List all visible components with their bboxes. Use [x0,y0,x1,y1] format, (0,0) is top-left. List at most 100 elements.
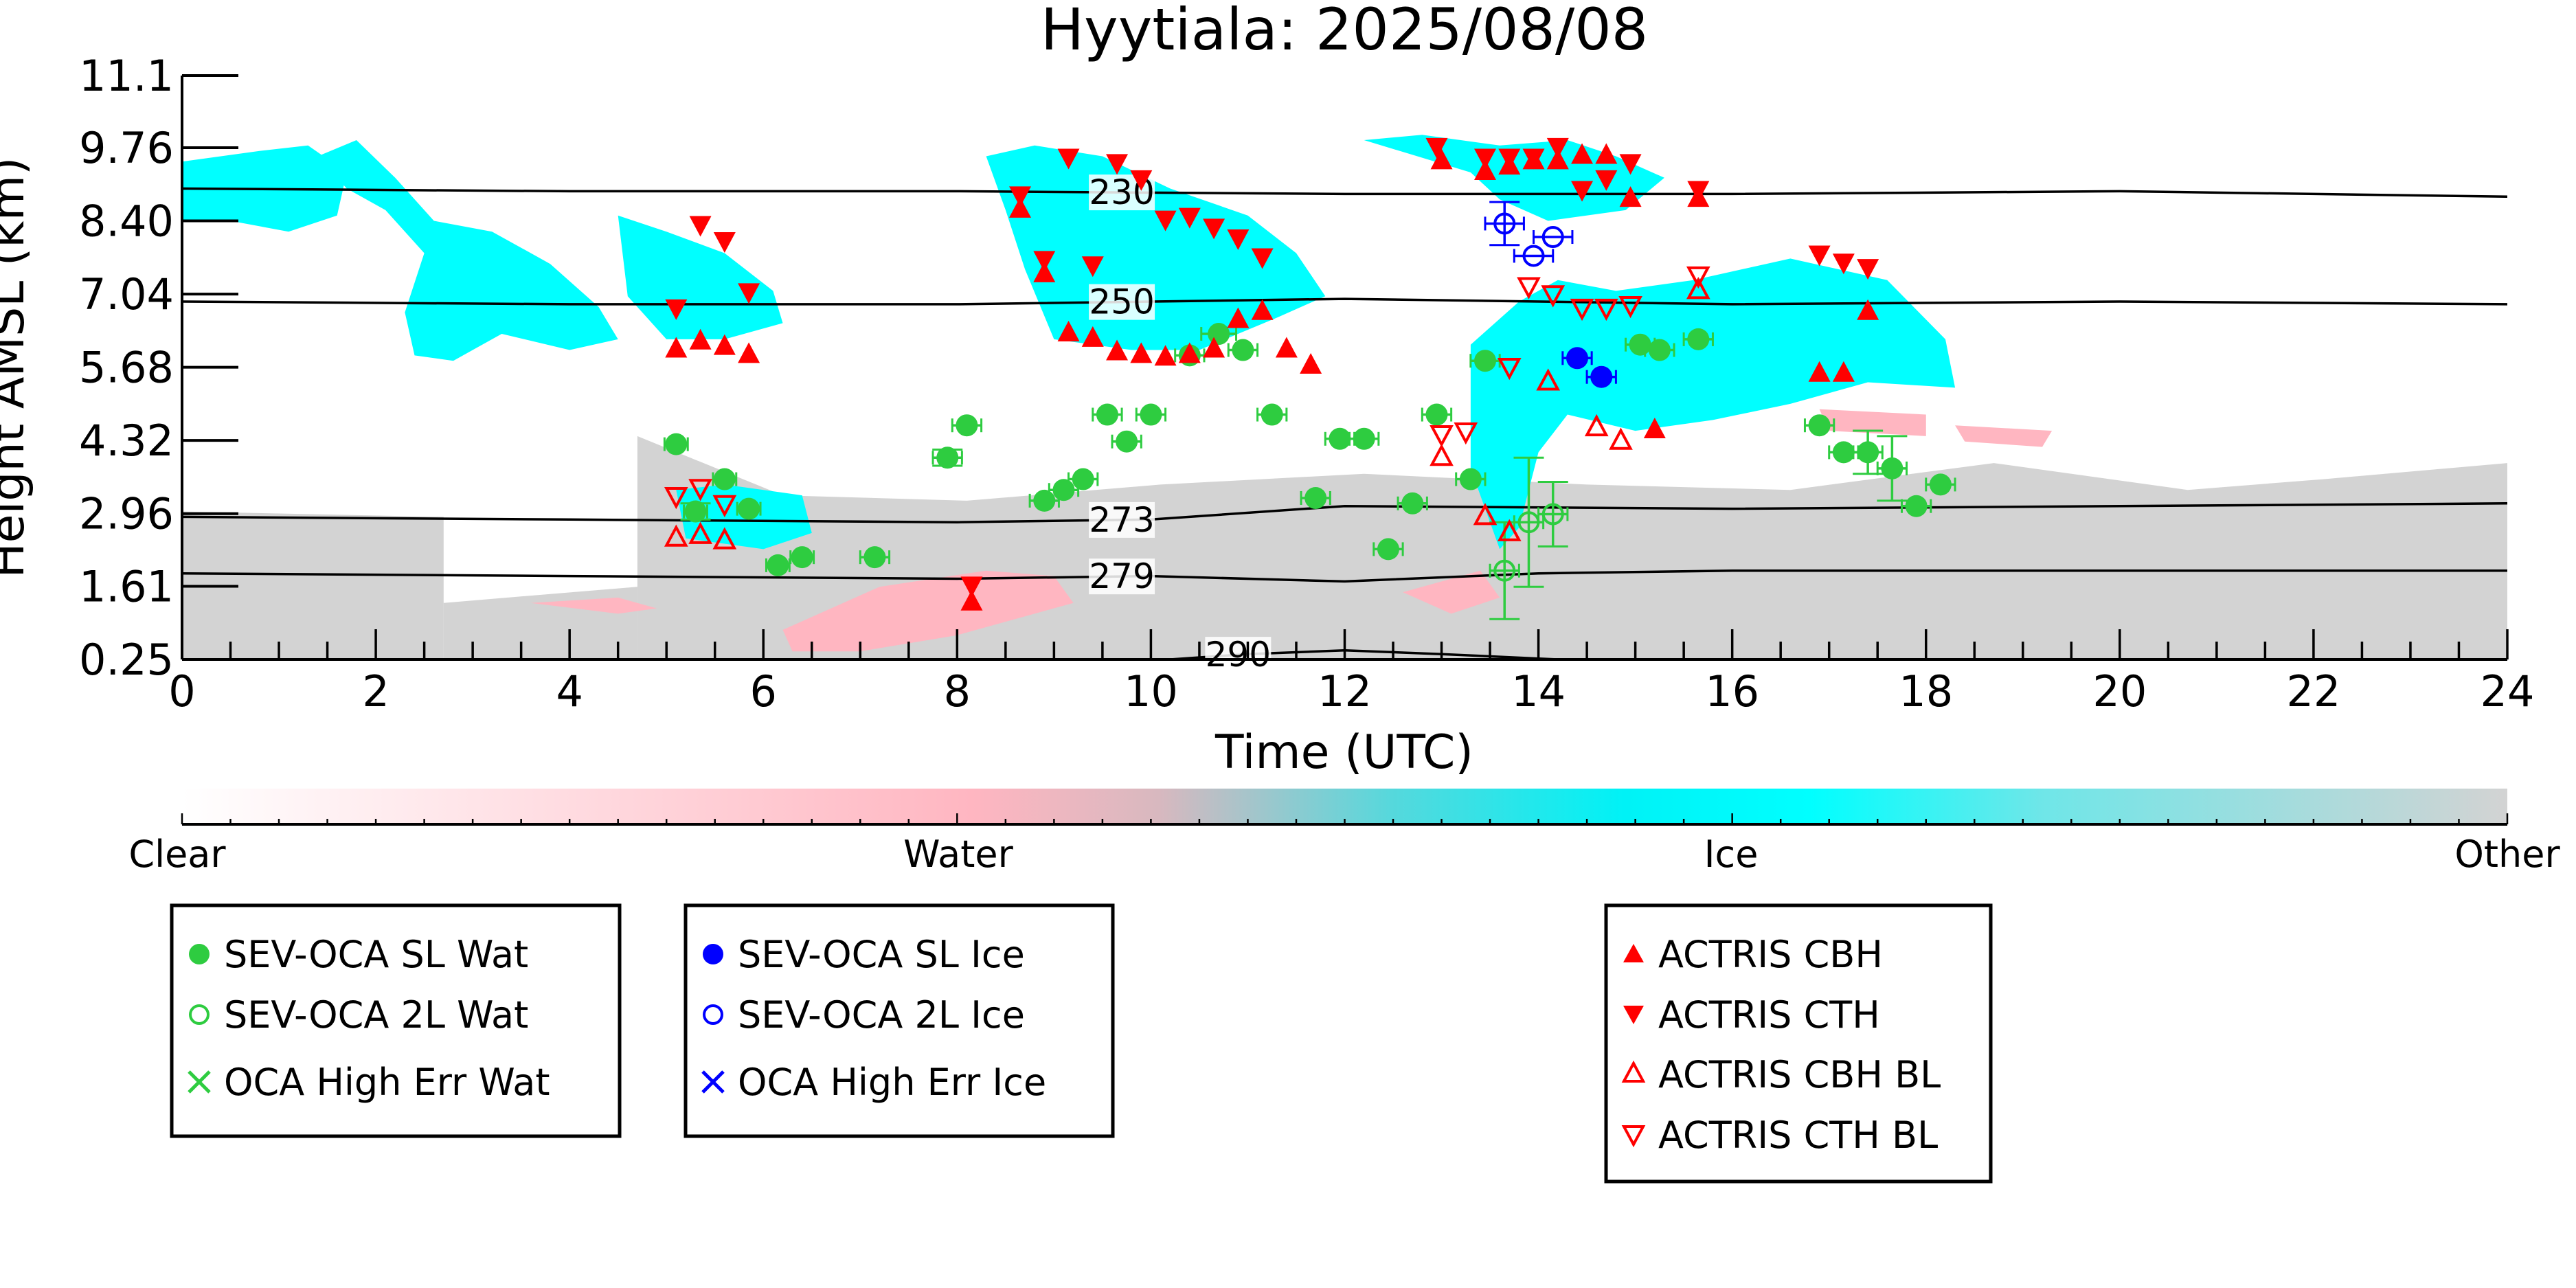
x-tick-label: 0 [168,666,195,716]
isotherm-273 [182,502,2507,523]
data-point [1595,143,1618,164]
data-point [1454,422,1478,445]
isotherm-label-273: 273 [1089,500,1154,540]
data-point [1571,181,1594,202]
data-point [1832,361,1855,382]
data-point [1595,170,1618,191]
data-point [1203,337,1225,358]
data-point [1178,207,1201,229]
isotherm-label-bg-250 [1089,284,1155,320]
data-point [1594,298,1618,321]
legend-water: SEV-OCA SL Wat SEV-OCA 2L Wat OCA High E… [170,903,622,1138]
data-point [1251,299,1274,320]
data-point [1430,148,1453,170]
isotherm-label-bg-290 [1205,637,1272,673]
data-point [1618,295,1642,319]
data-point [1497,358,1522,381]
data-point [1057,148,1080,170]
data-point [1541,285,1566,308]
data-point [1459,468,1482,490]
data-point [1687,181,1710,202]
data-point [1474,159,1497,181]
ice-region-4 [1364,135,1664,221]
data-point [1473,503,1498,526]
isotherm-279 [182,569,2507,583]
data-point [1377,538,1399,561]
data-point [713,231,736,253]
data-point [1832,441,1855,464]
ice-region-1 [317,140,618,361]
y-tick-label: 2.96 [79,489,174,539]
legend-label-cth-bl: ACTRIS CTH BL [1658,1114,1938,1157]
isotherm-250 [182,297,2507,306]
data-point [1619,186,1642,207]
legend-label-2l-wat: SEV-OCA 2L Wat [224,993,528,1037]
legend-label-higherr-ice: OCA High Err Ice [738,1061,1046,1104]
data-point [684,500,707,523]
data-point [1329,427,1351,450]
isotherm-lines [182,187,2507,659]
x-tick-label: 8 [944,666,971,716]
y-tick-label: 0.25 [79,635,174,685]
data-point [713,334,736,355]
data-point [1425,403,1448,426]
data-point [1541,226,1564,249]
data-point [1009,186,1032,207]
isotherm-label-279: 279 [1089,556,1154,596]
legend-marker-higherr-wat [188,1070,211,1094]
y-tick-label: 11.1 [79,51,174,101]
data-point [689,216,712,237]
water-region-3 [1819,409,1926,436]
data-point [1584,414,1609,437]
data-point [688,479,712,501]
legend-label-cth: ACTRIS CTH [1658,993,1880,1037]
data-point [1106,154,1129,175]
data-point [1832,253,1855,275]
data-point [1353,427,1375,450]
legend-marker-cth-bl [1621,1125,1646,1148]
data-point [738,342,760,363]
data-point [1493,559,1516,582]
data-point [1571,143,1594,164]
data-point [1203,218,1225,240]
data-point [712,495,737,518]
series-sev-oca-2l-ice [1484,201,1574,267]
data-point [1052,479,1075,501]
legend-marker-higherr-ice [701,1070,725,1094]
data-point [1474,350,1497,372]
legend-label-cbh: ACTRIS CBH [1658,933,1883,976]
data-point [1808,414,1831,437]
data-point [1154,210,1177,231]
cloud-classification-background [182,135,2507,659]
colorbar-ticks [181,813,2509,824]
data-point [1081,326,1104,347]
legend-actris: ACTRIS CBH ACTRIS CTH ACTRIS CBH BL ACTR… [1604,903,1993,1184]
legend-marker-cth [1623,1006,1644,1024]
isotherm-label-250: 250 [1089,282,1154,322]
data-point [1929,473,1952,496]
legend-label-sl-wat: SEV-OCA SL Wat [224,933,528,976]
data-point [1808,245,1831,267]
data-point [767,554,789,576]
data-point [1808,361,1831,382]
isotherm-230 [182,187,2507,199]
data-point [1686,266,1710,289]
data-point [1517,511,1540,534]
other-region-0 [182,511,444,659]
data-point [1430,444,1454,466]
isotherm-label-290: 290 [1206,635,1271,675]
data-point [1130,170,1153,191]
data-point [1522,148,1545,170]
legend-actris-box [1604,903,1993,1184]
data-point [956,414,978,437]
data-point [1140,403,1162,426]
x-tick-label: 18 [1899,666,1953,716]
x-tick-label: 20 [2092,666,2147,716]
y-tick-label: 4.32 [79,416,174,466]
legend-label-sl-ice: SEV-OCA SL Ice [738,933,1025,976]
x-tick-label: 16 [1705,666,1759,716]
water-region-0 [782,570,1074,652]
series-actris-cth-bl [664,266,1710,518]
x-tick-label: 12 [1318,666,1372,716]
data-point [1081,256,1104,278]
